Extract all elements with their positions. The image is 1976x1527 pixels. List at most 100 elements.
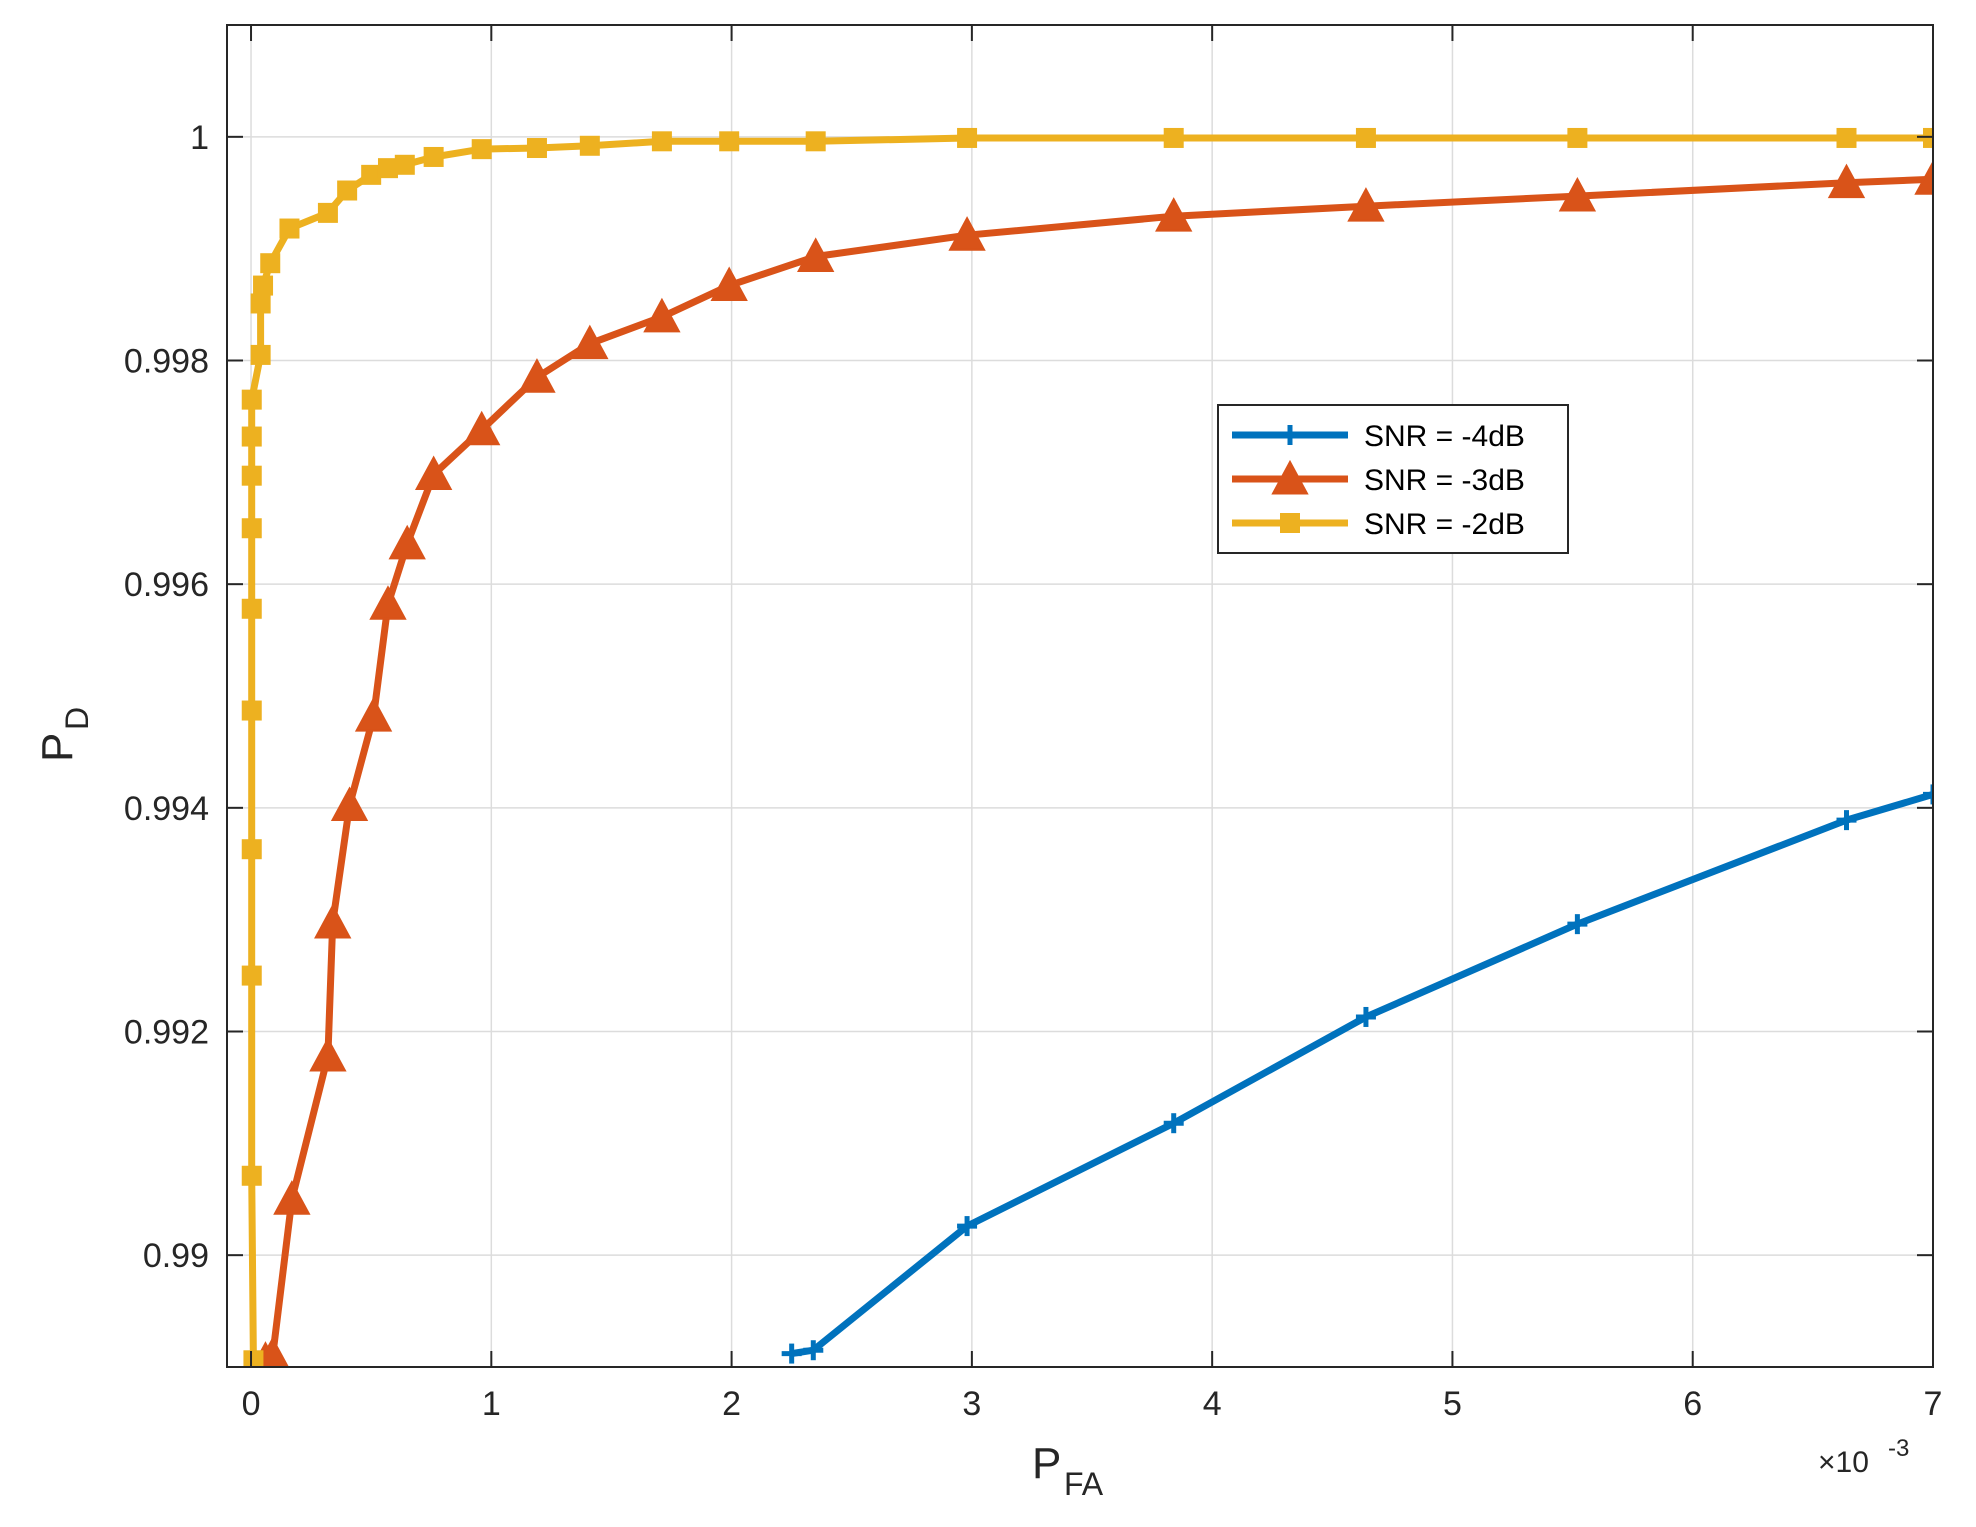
data-point-0 (1163, 1113, 1184, 1134)
series-line-0 (791, 791, 1933, 1358)
x-tick-label: 1 (482, 1385, 501, 1423)
data-point-1 (414, 455, 453, 491)
data-point-2 (377, 158, 398, 179)
data-point-2 (471, 139, 492, 160)
data-point-1 (571, 324, 609, 360)
data-point-2 (241, 426, 262, 447)
data-point-2 (805, 131, 826, 152)
series-line-1 (263, 175, 1933, 1364)
tick-labels: 0 1 2 3 4 5 6 7 0.99 0.992 0.994 0.996 0.998 1 (124, 119, 1943, 1423)
x-exponent: ×10 -3 (1818, 1435, 1909, 1479)
y-tick-label: 0.996 (124, 566, 209, 604)
data-point-1 (643, 297, 681, 333)
legend-entry-2: SNR = -2dB (1364, 508, 1525, 541)
data-point-2 (241, 465, 262, 486)
data-point-2 (1923, 127, 1933, 148)
series-markers (241, 127, 1933, 1367)
data-point-2 (241, 965, 262, 986)
plot-frame (226, 24, 1934, 1368)
data-point-2 (241, 389, 262, 410)
data-point-2 (361, 164, 382, 185)
data-point-0 (803, 1340, 824, 1361)
data-point-2 (1567, 127, 1588, 148)
data-point-0 (781, 1343, 802, 1364)
data-point-2 (1836, 127, 1857, 148)
data-point-2 (719, 131, 740, 152)
data-point-2 (241, 598, 262, 619)
y-tick-label: 0.998 (124, 343, 209, 381)
data-point-1 (1827, 163, 1866, 199)
data-point-1 (948, 216, 986, 251)
data-point-1 (330, 786, 369, 822)
data-point-2 (526, 138, 547, 159)
data-point-1 (710, 266, 748, 302)
y-tick-label: 1 (190, 119, 209, 157)
data-point-0 (957, 1216, 978, 1237)
x-tick-label: 4 (1203, 1385, 1222, 1423)
x-tick-label: 2 (722, 1385, 741, 1423)
x-axis-title: P FA (1032, 1439, 1104, 1502)
data-point-2 (241, 1165, 262, 1186)
data-point-0 (1923, 784, 1933, 805)
data-point-0 (1836, 810, 1857, 831)
axes (226, 24, 1934, 1368)
data-point-1 (273, 1180, 311, 1215)
x-exponent-base: ×10 (1818, 1446, 1869, 1479)
y-axis-label: P (33, 733, 82, 762)
x-tick-label: 3 (962, 1385, 981, 1423)
y-tick-label: 0.992 (124, 1014, 209, 1052)
data-point-2 (337, 180, 358, 201)
data-point-1 (1558, 177, 1597, 212)
data-point-2 (241, 518, 262, 539)
data-point-1 (369, 585, 407, 620)
data-point-2 (250, 293, 271, 314)
x-tick-label: 7 (1924, 1385, 1943, 1423)
data-point-1 (1155, 197, 1193, 232)
data-point-1 (388, 524, 426, 560)
data-point-2 (1355, 127, 1376, 148)
data-point-1 (1347, 187, 1385, 222)
data-point-2 (241, 700, 262, 721)
data-point-1 (797, 237, 835, 272)
legend-marker-1 (1271, 459, 1309, 495)
data-point-1 (309, 1037, 347, 1072)
legend-entry-1: SNR = -3dB (1364, 464, 1525, 497)
data-point-0 (1567, 914, 1588, 935)
y-tick-label: 0.994 (124, 790, 209, 828)
data-point-2 (423, 146, 444, 167)
data-point-2 (957, 127, 978, 148)
legend-entry-0: SNR = -4dB (1364, 420, 1525, 453)
data-point-0 (1355, 1006, 1376, 1027)
x-tick-label: 0 (242, 1385, 261, 1423)
data-point-2 (241, 839, 262, 860)
data-point-2 (317, 202, 338, 223)
data-point-1 (1914, 160, 1933, 195)
x-tick-label: 5 (1443, 1385, 1462, 1423)
legend-marker-0 (1280, 425, 1300, 445)
y-tick-label: 0.99 (143, 1237, 209, 1275)
x-tick-label: 6 (1683, 1385, 1702, 1423)
x-axis-label: P (1032, 1439, 1061, 1488)
data-point-1 (256, 1336, 290, 1367)
data-point-2 (260, 253, 281, 274)
plot-background (227, 25, 1933, 1367)
data-point-2 (250, 344, 271, 365)
data-point-2 (1163, 127, 1184, 148)
x-axis-label-sub: FA (1064, 1466, 1104, 1502)
data-point-2 (253, 275, 274, 296)
y-axis-label-sub: D (59, 707, 95, 730)
data-point-2 (279, 218, 300, 239)
data-point-1 (518, 358, 556, 393)
legend: SNR = -4dB SNR = -3dB SNR = -2dB (1217, 404, 1569, 554)
x-exponent-power: -3 (1888, 1435, 1909, 1462)
y-axis-title: P D (33, 707, 95, 762)
data-point-2 (579, 135, 600, 156)
data-point-1 (463, 410, 501, 446)
legend-marker-2 (1280, 513, 1300, 533)
data-point-2 (243, 1350, 264, 1367)
data-point-2 (651, 131, 672, 152)
data-point-1 (314, 903, 352, 939)
data-point-2 (394, 154, 415, 175)
data-point-1 (354, 697, 393, 732)
